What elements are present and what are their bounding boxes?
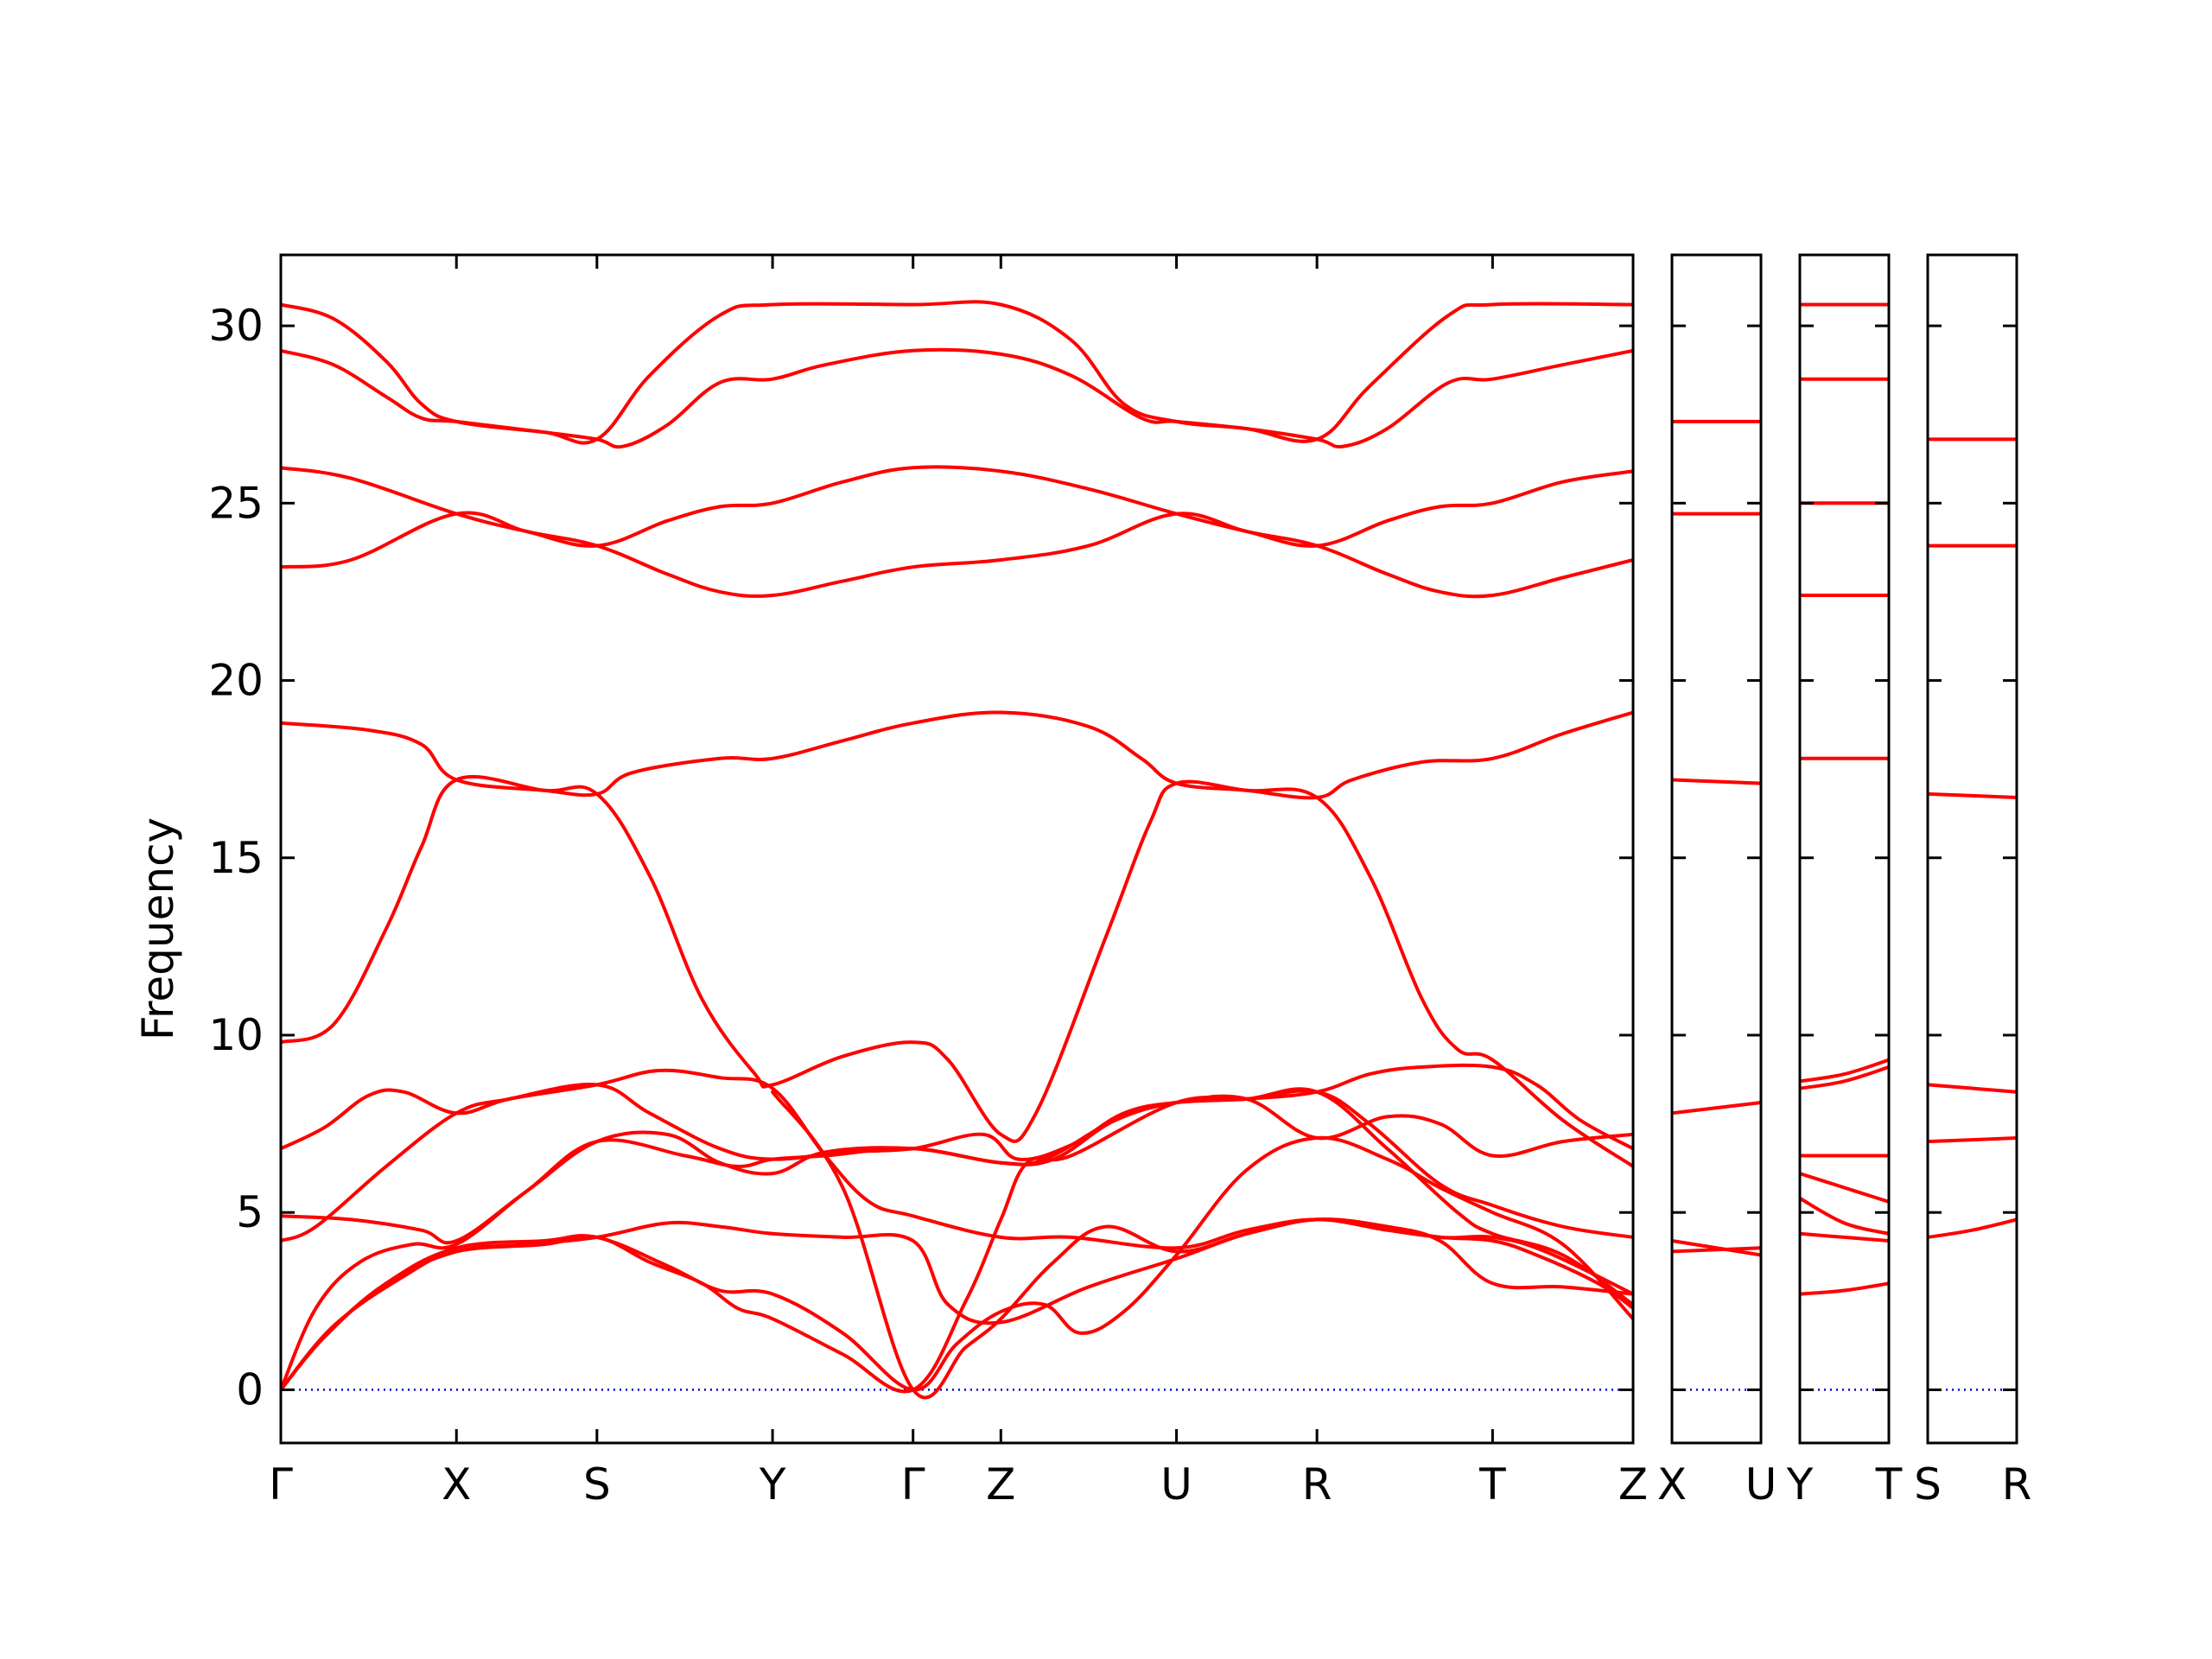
x-tick-label: Y bbox=[1786, 1459, 1814, 1510]
axes-frame bbox=[1798, 253, 1891, 1445]
x-tick-label: Γ bbox=[901, 1459, 925, 1510]
bands-p2 bbox=[1672, 419, 1761, 1257]
band-line-e4 bbox=[1928, 1083, 2017, 1094]
x-tick-label: X bbox=[1657, 1459, 1687, 1510]
axes-frame bbox=[1926, 253, 2018, 1445]
band-line-d7 bbox=[1800, 1065, 1889, 1090]
x-tick-label: Y bbox=[759, 1459, 786, 1510]
x-tick-label: R bbox=[2002, 1459, 2032, 1510]
bands-main bbox=[281, 300, 1633, 1400]
band-line-b11 bbox=[281, 1094, 1633, 1392]
x-tick-label: T bbox=[1875, 1459, 1903, 1510]
band-line-d10 bbox=[1800, 1196, 1889, 1236]
bands-p4 bbox=[1928, 437, 2017, 1239]
axes-frame bbox=[1670, 253, 1763, 1445]
band-line-d11 bbox=[1800, 1231, 1889, 1243]
band-line-b9 bbox=[281, 1089, 1633, 1245]
band-line-b13 bbox=[281, 1087, 1633, 1394]
x-tick-label: U bbox=[1745, 1459, 1777, 1510]
axes-frame bbox=[279, 253, 1635, 1445]
y-tick-label: 0 bbox=[236, 1364, 264, 1414]
band-line-c5 bbox=[1672, 1239, 1761, 1257]
y-tick-label: 15 bbox=[208, 833, 264, 883]
y-tick-label: 10 bbox=[208, 1010, 264, 1060]
band-line-d9 bbox=[1800, 1172, 1889, 1204]
band-line-b8 bbox=[281, 1063, 1633, 1243]
band-line-d12 bbox=[1800, 1281, 1889, 1296]
band-line-b14 bbox=[771, 1090, 1633, 1400]
band-line-d6 bbox=[1800, 1058, 1889, 1084]
x-tick-label: Z bbox=[986, 1459, 1015, 1510]
x-tick-label: S bbox=[583, 1459, 611, 1510]
x-tick-label: X bbox=[442, 1459, 471, 1510]
y-tick-label: 30 bbox=[208, 301, 264, 351]
y-tick-label: 20 bbox=[208, 656, 264, 706]
y-tick-label: 5 bbox=[236, 1187, 264, 1237]
x-tick-label: Z bbox=[1618, 1459, 1648, 1510]
band-line-c6 bbox=[1672, 1246, 1761, 1254]
x-tick-label: U bbox=[1160, 1459, 1192, 1510]
bands-p3 bbox=[1800, 302, 1889, 1296]
band-line-e5 bbox=[1928, 1136, 2017, 1144]
x-tick-label: S bbox=[1914, 1459, 1942, 1510]
band-line-b5 bbox=[281, 710, 1633, 800]
band-line-e3 bbox=[1928, 791, 2017, 799]
band-line-c4 bbox=[1672, 1101, 1761, 1116]
band-line-b1 bbox=[281, 300, 1633, 445]
band-line-e6 bbox=[1928, 1217, 2017, 1239]
y-axis-label: Frequency bbox=[133, 817, 183, 1040]
band-line-b12 bbox=[281, 1135, 1633, 1392]
band-line-c3 bbox=[1672, 778, 1761, 785]
x-tick-label: Γ bbox=[269, 1459, 293, 1510]
band-line-b4 bbox=[281, 465, 1633, 569]
band-line-b2 bbox=[281, 347, 1633, 449]
panel-main: 0 5 10 15 20 25 30 Γ X S Y Γ Z U R T Z bbox=[208, 253, 1648, 1510]
band-line-b6 bbox=[281, 774, 1633, 1168]
x-tick-label: R bbox=[1302, 1459, 1332, 1510]
x-tick-label: T bbox=[1478, 1459, 1506, 1510]
y-tick-label: 25 bbox=[208, 478, 264, 528]
band-line-b3 bbox=[281, 466, 1633, 599]
